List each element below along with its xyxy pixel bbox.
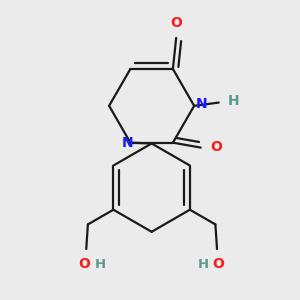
Text: N: N xyxy=(122,136,134,150)
Text: H: H xyxy=(228,94,239,108)
Text: O: O xyxy=(213,257,225,271)
Text: O: O xyxy=(170,16,182,30)
Text: O: O xyxy=(79,257,91,271)
Text: N: N xyxy=(196,97,207,111)
Text: H: H xyxy=(94,258,106,271)
Text: O: O xyxy=(211,140,222,154)
Text: H: H xyxy=(198,258,209,271)
